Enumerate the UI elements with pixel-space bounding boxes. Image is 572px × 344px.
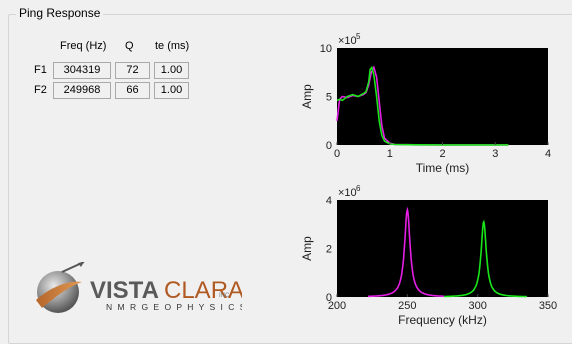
- logo-word-clara: CLARA: [164, 277, 242, 304]
- row-label-f2: F2: [34, 84, 47, 96]
- y-tick-label: 5: [326, 92, 332, 104]
- frequency-y-axis-label: Amp: [300, 236, 314, 261]
- x-tick-label: 200: [328, 300, 346, 312]
- freq-field-f2[interactable]: 249968: [53, 82, 111, 99]
- te-field-f2[interactable]: 1.00: [154, 82, 189, 99]
- frequency-x-axis-label: Frequency (kHz): [398, 313, 487, 327]
- header-q: Q: [125, 40, 134, 52]
- q-field-f1[interactable]: 72: [115, 62, 150, 79]
- logo-word-vista: VISTA: [90, 277, 159, 304]
- time-exponent-label: ×10: [338, 35, 357, 47]
- header-te: te (ms): [155, 40, 190, 52]
- x-tick-label: 0: [334, 148, 340, 160]
- logo-tagline: N M R G E O P H Y S I C S: [106, 302, 242, 312]
- time-response-chart: 0 1 2 3 4 0 5 10 ×10 5 Time (ms) Amp: [300, 32, 551, 175]
- header-freq: Freq (Hz): [60, 40, 107, 52]
- series-line-magenta: [367, 206, 445, 298]
- y-tick-label: 0: [326, 140, 332, 152]
- time-y-axis-label: Amp: [300, 84, 314, 109]
- vista-clara-logo: VISTA CLARA INC N M R G E O P H Y S I C …: [32, 261, 245, 320]
- x-tick-label: 350: [539, 300, 557, 312]
- time-exponent-power: 5: [356, 32, 361, 41]
- x-tick-label: 2: [439, 148, 445, 160]
- time-plot-area: [337, 48, 548, 145]
- x-tick-label: 250: [398, 300, 416, 312]
- x-tick-label: 300: [468, 300, 486, 312]
- time-x-axis-label: Time (ms): [416, 161, 470, 175]
- y-tick-label: 2: [326, 244, 332, 256]
- frequency-plot-area: [337, 200, 548, 297]
- frequency-exponent-power: 6: [356, 184, 361, 193]
- freq-field-f1[interactable]: 304319: [53, 62, 111, 79]
- y-tick-label: 10: [320, 43, 332, 55]
- x-tick-label: 4: [545, 148, 551, 160]
- x-tick-label: 1: [387, 148, 393, 160]
- series-line-green: [336, 65, 509, 146]
- row-label-f1: F1: [34, 64, 47, 76]
- frequency-spectrum-chart: 200 250 300 350 0 2 4 ×10 6 Frequency (kHz) Am…: [300, 184, 557, 327]
- series-line-green: [443, 219, 527, 298]
- logo-mark: VISTA CLARA INC N M R G E O P H Y S I C …: [36, 261, 245, 313]
- logo-suffix: INC: [219, 293, 230, 299]
- y-tick-label: 0: [326, 292, 332, 304]
- te-field-f1[interactable]: 1.00: [154, 62, 189, 79]
- x-tick-label: 3: [492, 148, 498, 160]
- y-tick-label: 4: [326, 195, 332, 207]
- frequency-exponent-label: ×10: [338, 187, 357, 199]
- group-title: Ping Response: [16, 6, 104, 20]
- q-field-f2[interactable]: 66: [115, 82, 150, 99]
